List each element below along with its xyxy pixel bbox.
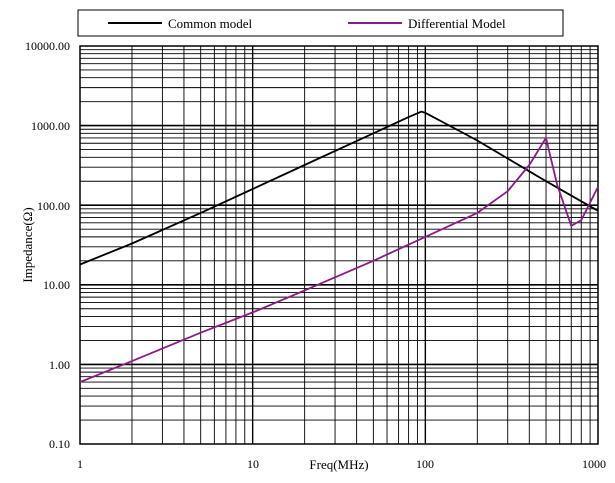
legend: Common model Differential Model — [77, 9, 564, 37]
grid — [80, 46, 598, 444]
x-tick-label: 1 — [77, 457, 83, 471]
y-tick-label: 1000.00 — [31, 119, 70, 133]
series-layer — [79, 110, 599, 383]
legend-label-differential: Differential Model — [408, 16, 506, 31]
series-line-common — [79, 110, 599, 266]
y-tick-label: 10000.00 — [25, 39, 70, 53]
y-axis-ticks: 10000.00 1000.00 100.00 10.00 1.00 0.10 — [25, 39, 70, 451]
y-tick-label: 100.00 — [37, 199, 70, 213]
x-tick-label: 100 — [416, 457, 434, 471]
x-axis-label: Freq(MHz) — [309, 457, 368, 472]
x-tick-label: 10 — [247, 457, 259, 471]
x-axis-ticks: 1 10 100 1000 — [77, 457, 606, 471]
x-tick-label: 1000 — [582, 457, 606, 471]
series-line-differential — [79, 136, 599, 383]
y-tick-label: 1.00 — [49, 358, 70, 372]
y-axis-label: Impedance(Ω) — [20, 207, 35, 282]
legend-label-common: Common model — [168, 16, 253, 31]
plot-frame — [79, 45, 599, 445]
y-tick-label: 0.10 — [49, 437, 70, 451]
y-tick-label: 10.00 — [43, 278, 70, 292]
